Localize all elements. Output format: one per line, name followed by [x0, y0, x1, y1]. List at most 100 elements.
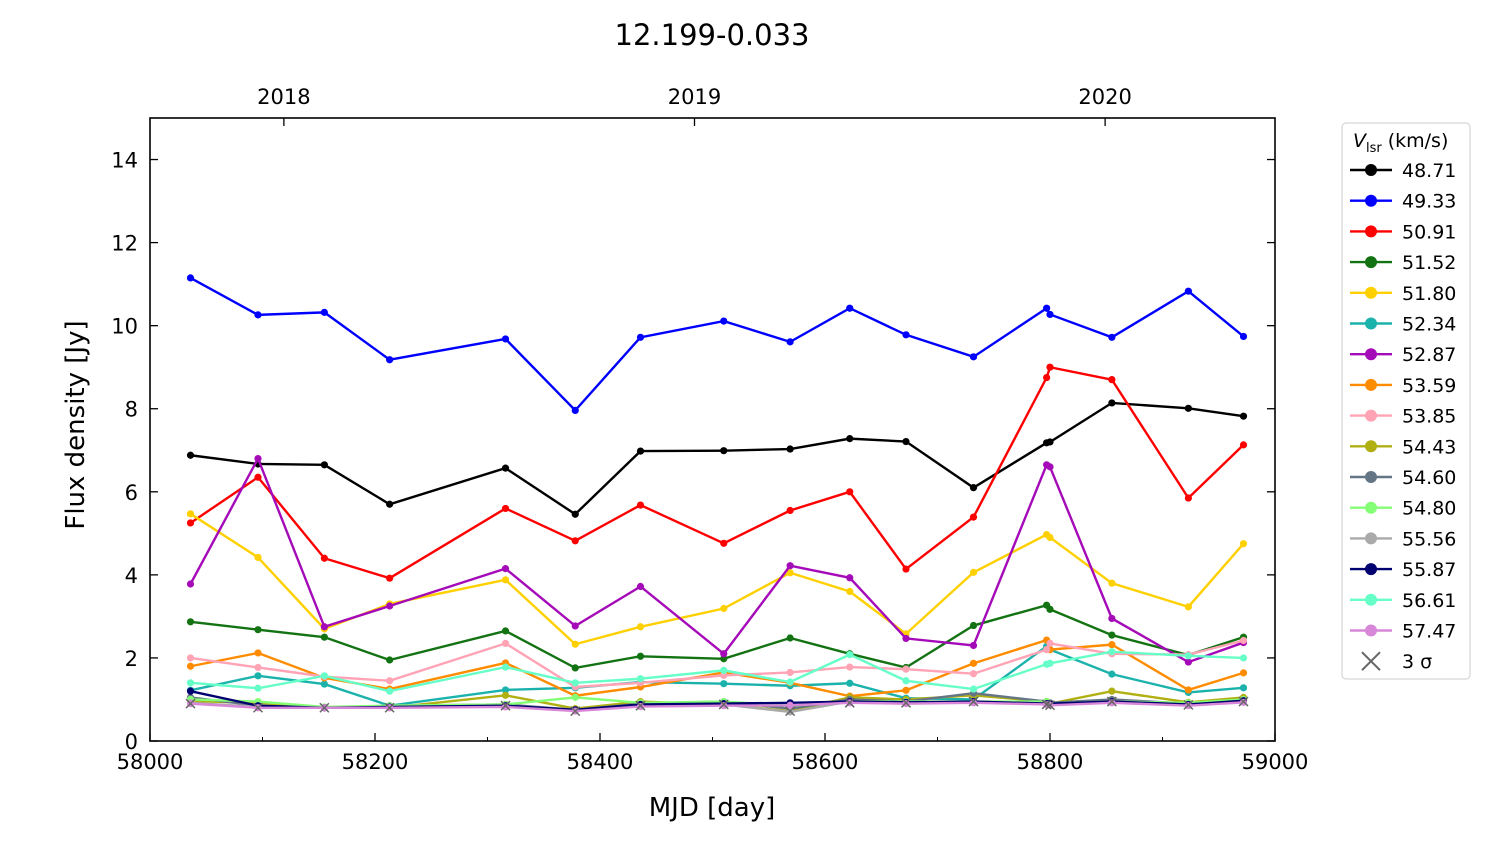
data-point	[501, 686, 510, 694]
limit-marker	[252, 702, 264, 713]
data-point	[846, 304, 854, 312]
top-tick-label: 2018	[257, 85, 310, 109]
data-point	[720, 666, 728, 674]
chart-title: 12.199-0.033	[615, 18, 810, 52]
data-point	[636, 333, 645, 341]
data-point	[1184, 686, 1192, 694]
series-line	[190, 603, 1244, 670]
data-point	[186, 274, 195, 282]
data-point	[1184, 287, 1192, 295]
data-point	[1184, 603, 1192, 611]
data-point	[1046, 438, 1054, 446]
data-point	[786, 562, 794, 570]
data-point	[1108, 376, 1116, 384]
legend-marker	[1365, 532, 1377, 545]
data-point	[969, 699, 978, 707]
data-point	[1184, 494, 1192, 502]
data-point	[636, 623, 645, 631]
x-tick-label: 58400	[567, 750, 634, 774]
limit-marker	[1238, 696, 1249, 707]
data-point	[1046, 363, 1054, 371]
data-point	[846, 435, 854, 443]
legend-marker	[1365, 225, 1377, 238]
data-point	[1239, 412, 1248, 420]
data-point	[501, 691, 510, 699]
data-point	[1184, 404, 1192, 412]
legend-marker	[1365, 317, 1377, 330]
data-point	[720, 539, 728, 547]
y-tick-label: 14	[111, 149, 138, 173]
legend-marker	[1365, 624, 1377, 637]
y-tick-label: 12	[111, 232, 138, 256]
legend-marker	[1365, 348, 1377, 361]
limit-marker	[185, 698, 196, 709]
data-point	[786, 506, 794, 515]
data-point	[1239, 332, 1248, 341]
y-tick-label: 6	[125, 481, 138, 505]
limit-marker	[500, 700, 511, 711]
data-point	[571, 537, 579, 545]
limit-marker	[718, 699, 729, 710]
data-point	[636, 675, 645, 683]
data-point	[186, 662, 195, 670]
legend-label: 48.71	[1402, 160, 1456, 182]
y-tick-label: 0	[125, 730, 138, 754]
data-point	[846, 679, 854, 687]
data-point	[186, 510, 195, 518]
data-point	[720, 671, 728, 679]
y-axis-label: Flux density [Jy]	[61, 320, 91, 529]
data-point	[1043, 304, 1051, 312]
legend-marker	[1365, 440, 1377, 453]
data-point	[902, 634, 910, 643]
data-point	[320, 623, 328, 631]
legend-label: 51.80	[1402, 283, 1456, 305]
legend-label: 52.87	[1402, 344, 1456, 366]
data-point	[846, 651, 854, 659]
data-point	[501, 464, 510, 472]
data-point	[571, 664, 579, 672]
data-point	[320, 680, 328, 688]
data-point	[501, 335, 510, 343]
data-point	[1108, 699, 1116, 707]
data-point	[386, 500, 394, 508]
data-point	[846, 663, 854, 671]
data-point	[636, 447, 645, 455]
top-tick-label: 2020	[1078, 85, 1131, 109]
limit-marker	[900, 697, 912, 708]
data-point	[1108, 687, 1116, 695]
data-point	[1239, 636, 1248, 645]
data-point	[1239, 684, 1248, 692]
data-point	[1046, 533, 1054, 542]
data-point	[186, 451, 195, 459]
limit-marker	[968, 696, 979, 707]
data-point	[720, 655, 728, 663]
legend-label: 3 σ	[1402, 651, 1432, 673]
data-point	[320, 554, 328, 562]
data-point	[1046, 310, 1054, 319]
y-tick-label: 10	[111, 315, 138, 339]
data-point	[1184, 658, 1192, 666]
x-tick-label: 58200	[342, 750, 409, 774]
legend-title-unit: (km/s)	[1388, 130, 1449, 152]
data-point	[254, 473, 262, 481]
data-point	[1108, 641, 1116, 649]
legend-title-subscript: lsr	[1366, 141, 1382, 156]
data-point	[969, 353, 978, 361]
legend-marker	[1365, 563, 1377, 576]
y-tick-label: 4	[125, 564, 138, 588]
legend-label: 50.91	[1402, 221, 1456, 243]
data-point	[186, 654, 195, 662]
data-point	[501, 627, 510, 635]
legend: Vlsr (km/s) 48.71 49.33 50.91 51.52 51.80 52.3…	[1341, 122, 1471, 680]
data-point	[386, 574, 394, 582]
data-point	[254, 684, 262, 692]
data-point	[720, 447, 728, 455]
data-point	[1043, 373, 1051, 382]
data-point	[386, 687, 394, 695]
data-point	[1239, 441, 1248, 449]
data-point	[1108, 670, 1116, 678]
legend-marker	[1365, 256, 1377, 269]
data-point	[386, 602, 394, 610]
axes-frame	[149, 117, 1276, 742]
